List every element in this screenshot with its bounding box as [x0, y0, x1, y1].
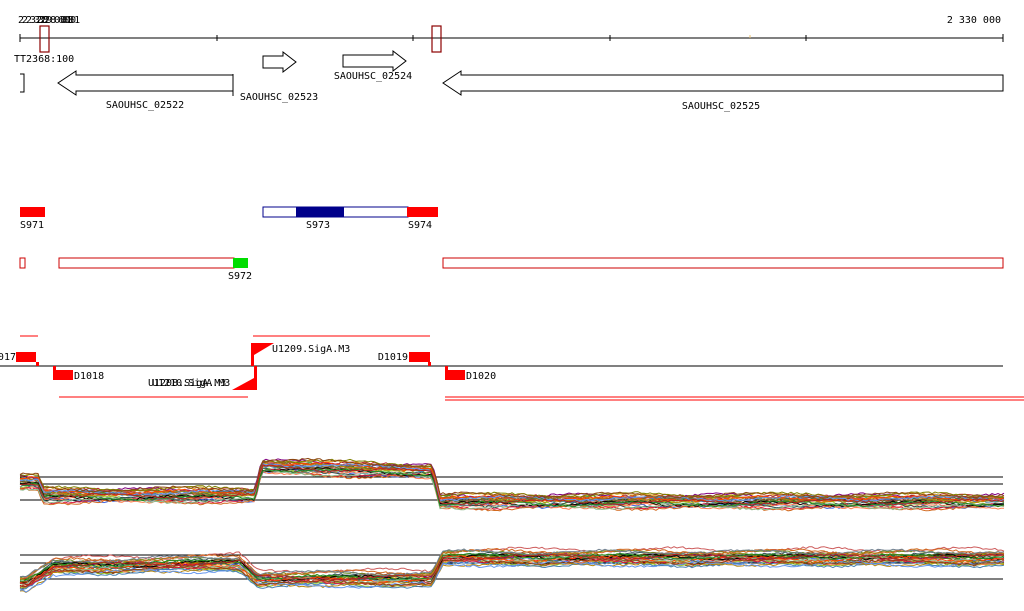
- promoter-label: U1209.SigA.M3: [272, 344, 350, 355]
- gene-label: SAOUHSC_02525: [682, 101, 760, 112]
- terminator-d1018[interactable]: D1018: [53, 366, 104, 382]
- segment-s974[interactable]: S974: [407, 207, 438, 231]
- gene-track: SAOUHSC_02522 SAOUHSC_02523 SAOUHSC_0252…: [20, 49, 1004, 112]
- terminator-label: D1019: [378, 352, 408, 363]
- gene-fragment[interactable]: [20, 73, 25, 93]
- gene-label: SAOUHSC_02522: [106, 100, 184, 111]
- ruler-overlap-label: 2 329 600: [22, 15, 76, 26]
- expression-trace: [19, 552, 1005, 582]
- expression-trace: [19, 561, 1005, 593]
- promoter-u1209[interactable]: U1209.SigA.M3: [251, 343, 350, 366]
- coordinate-ruler: 2 328 001 2 329 600 2 328 881 2 330 000 …: [14, 15, 1004, 65]
- expression-trace: [19, 553, 1005, 586]
- ruler-overlap-label: 2 328 881: [26, 15, 80, 26]
- gene-saouhsc-02525[interactable]: SAOUHSC_02525: [442, 70, 1004, 112]
- segment-label: S974: [408, 220, 432, 231]
- expression-trace: [19, 463, 1005, 502]
- expression-trace: [19, 457, 1005, 499]
- ruler-start-label: 2 328 001: [18, 15, 72, 26]
- terminator-label: D1017: [0, 352, 16, 363]
- segment-s972[interactable]: S972: [228, 258, 252, 282]
- promoter-track: D1017 D1018 U1209.SigA.M3 U1208.SigA.M3 …: [0, 335, 1024, 401]
- segment-outline[interactable]: [442, 257, 1004, 269]
- expression-track-reverse: [19, 546, 1005, 593]
- segment-outline[interactable]: [58, 257, 235, 269]
- terminator-d1020[interactable]: D1020: [445, 366, 496, 382]
- expression-trace: [19, 555, 1005, 584]
- terminator-d1019[interactable]: D1019: [378, 352, 431, 366]
- marker-label: TT2368:100: [14, 54, 74, 65]
- expression-trace: [19, 469, 1005, 511]
- gene-saouhsc-02524[interactable]: SAOUHSC_02524: [334, 49, 412, 82]
- expression-trace: [19, 548, 1005, 578]
- promoter-u1208[interactable]: U1208.SigA.M3 U1210.SigA.M3: [148, 366, 257, 390]
- promoter-label: U1210.SigA.M3: [152, 378, 230, 389]
- segment-track: S971 S973 S974 S972: [19, 206, 1004, 282]
- expression-trace: [19, 547, 1005, 580]
- expression-trace: [19, 558, 1005, 588]
- segment-label: S973: [306, 220, 330, 231]
- gene-saouhsc-02523[interactable]: SAOUHSC_02523: [240, 50, 318, 103]
- expression-trace: [19, 464, 1005, 506]
- promoter-label: U1208.SigA.M3: [148, 378, 226, 389]
- expression-trace: [19, 463, 1005, 504]
- segment-s973[interactable]: S973: [262, 206, 409, 231]
- expression-trace: [19, 462, 1005, 504]
- segment-outline[interactable]: [19, 257, 26, 269]
- ruler-end-label: 2 330 000: [947, 15, 1001, 26]
- segment-s971[interactable]: S971: [20, 207, 45, 231]
- expression-track-forward: [19, 457, 1005, 512]
- expression-trace: [19, 561, 1005, 590]
- terminator-d1017[interactable]: D1017: [0, 352, 39, 366]
- gene-label: SAOUHSC_02523: [240, 92, 318, 103]
- terminator-label: D1018: [74, 371, 104, 382]
- ruler-marker-box[interactable]: [39, 25, 50, 53]
- gene-label: SAOUHSC_02524: [334, 71, 412, 82]
- ruler-marker-box[interactable]: [431, 25, 442, 53]
- terminator-label: D1020: [466, 371, 496, 382]
- gene-saouhsc-02522[interactable]: SAOUHSC_02522: [57, 70, 234, 111]
- segment-label: S971: [20, 220, 44, 231]
- segment-label: S972: [228, 271, 252, 282]
